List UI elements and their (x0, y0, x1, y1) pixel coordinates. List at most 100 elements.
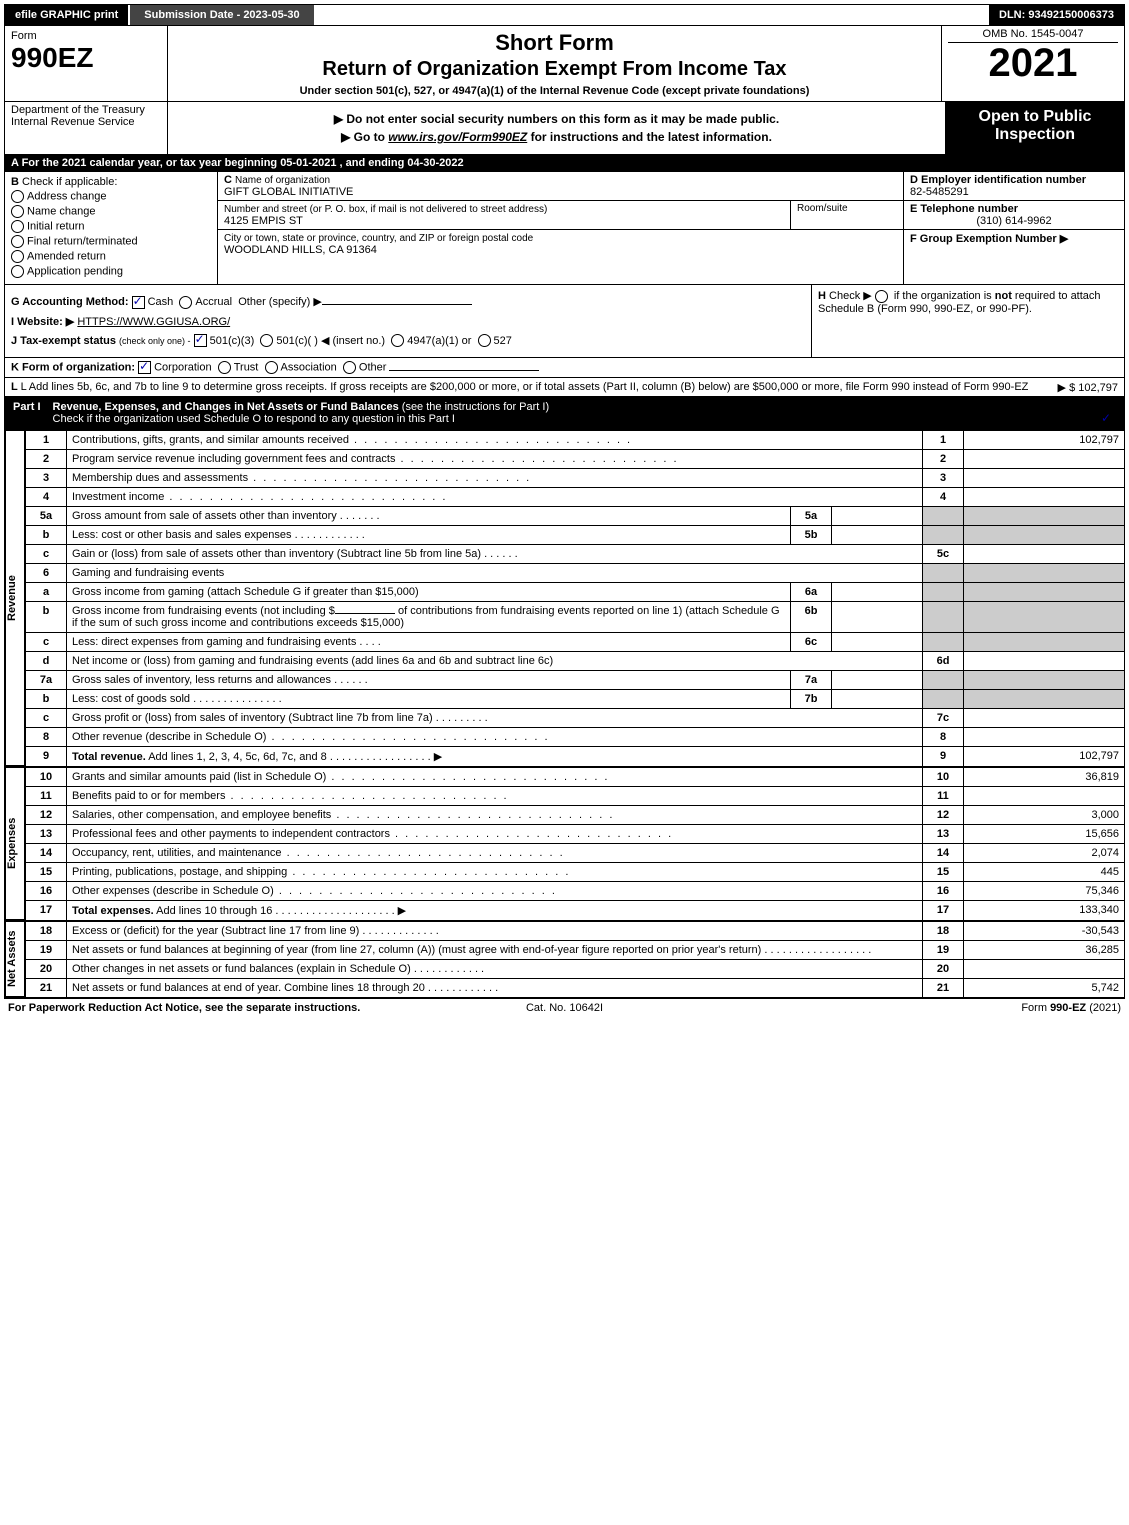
org-name: GIFT GLOBAL INITIATIVE (224, 186, 353, 198)
527-radio[interactable] (478, 334, 491, 347)
irs-label: Internal Revenue Service (11, 116, 161, 128)
l5b-desc: Less: cost or other basis and sales expe… (72, 529, 292, 541)
h-label: H (818, 290, 826, 302)
part1-schedule-o-checkbox[interactable] (1100, 413, 1113, 426)
opt-amended-return: Amended return (27, 250, 106, 262)
l10-num: 10 (26, 768, 67, 787)
revenue-vlabel: Revenue (5, 430, 25, 766)
l9-val: 102,797 (964, 747, 1125, 767)
l-text: L Add lines 5b, 6c, and 7b to line 9 to … (21, 381, 1029, 393)
return-title: Return of Organization Exempt From Incom… (174, 58, 935, 81)
l16-val: 75,346 (964, 882, 1125, 901)
form-number: 990EZ (11, 42, 161, 74)
l5b-num: b (26, 526, 67, 545)
g-other: Other (specify) ▶ (238, 296, 322, 308)
h-not: not (995, 290, 1012, 302)
l2-desc: Program service revenue including govern… (72, 453, 395, 465)
website-link[interactable]: HTTPS://WWW.GGIUSA.ORG/ (77, 316, 230, 328)
efile-label[interactable]: efile GRAPHIC print (5, 5, 128, 25)
l6-desc: Gaming and fundraising events (67, 564, 923, 583)
l6b-sn: 6b (791, 602, 832, 633)
city-value: WOODLAND HILLS, CA 91364 (224, 244, 377, 256)
l17-num: 17 (26, 901, 67, 921)
name-change-radio[interactable] (11, 205, 24, 218)
assoc-radio[interactable] (265, 361, 278, 374)
l19-ln: 19 (923, 941, 964, 960)
line-h: H Check ▶ if the organization is not req… (811, 285, 1124, 357)
l6c-desc: Less: direct expenses from gaming and fu… (72, 636, 356, 648)
l12-val: 3,000 (964, 806, 1125, 825)
l7b-sv (832, 690, 923, 709)
l9-desc2: Add lines 1, 2, 3, 4, 5c, 6d, 7c, and 8 (146, 751, 327, 763)
accrual-radio[interactable] (179, 296, 192, 309)
goto-post: for instructions and the latest informat… (527, 130, 772, 144)
l5a-sn: 5a (791, 507, 832, 526)
l7c-desc: Gross profit or (loss) from sales of inv… (72, 712, 433, 724)
other-radio[interactable] (343, 361, 356, 374)
amended-return-radio[interactable] (11, 250, 24, 263)
l3-val (964, 469, 1125, 488)
dept-center: ▶ Do not enter social security numbers o… (168, 102, 946, 154)
l15-num: 15 (26, 863, 67, 882)
l8-val (964, 728, 1125, 747)
l6d-num: d (26, 652, 67, 671)
501c-radio[interactable] (260, 334, 273, 347)
line-i: I Website: ▶ HTTPS://WWW.GGIUSA.ORG/ (11, 315, 805, 328)
l5a-desc: Gross amount from sale of assets other t… (72, 510, 337, 522)
e-label: E Telephone number (910, 203, 1018, 215)
l17-ln: 17 (923, 901, 964, 921)
l4-ln: 4 (923, 488, 964, 507)
h-text: Check ▶ (829, 290, 872, 302)
part1-note: (see the instructions for Part I) (402, 401, 549, 413)
l15-desc: Printing, publications, postage, and shi… (72, 866, 287, 878)
l6c-num: c (26, 633, 67, 652)
l3-ln: 3 (923, 469, 964, 488)
part1-header: Part I Revenue, Expenses, and Changes in… (4, 397, 1125, 430)
l7b-desc: Less: cost of goods sold (72, 693, 190, 705)
l2-ln: 2 (923, 450, 964, 469)
l5a-num: 5a (26, 507, 67, 526)
d-label: D Employer identification number (910, 174, 1086, 186)
l6a-num: a (26, 583, 67, 602)
title-row: Form 990EZ Short Form Return of Organiza… (4, 26, 1125, 102)
footer-right-pre: Form (1021, 1002, 1050, 1014)
l8-num: 8 (26, 728, 67, 747)
l7a-desc: Gross sales of inventory, less returns a… (72, 674, 331, 686)
l2-val (964, 450, 1125, 469)
l18-num: 18 (26, 922, 67, 941)
part1-title: Revenue, Expenses, and Changes in Net As… (53, 401, 399, 413)
l16-desc: Other expenses (describe in Schedule O) (72, 885, 274, 897)
part1-check: Check if the organization used Schedule … (53, 413, 455, 425)
l6c-sv (832, 633, 923, 652)
l20-val (964, 960, 1125, 979)
irs-link[interactable]: www.irs.gov/Form990EZ (388, 130, 527, 144)
l6d-ln: 6d (923, 652, 964, 671)
l12-num: 12 (26, 806, 67, 825)
trust-radio[interactable] (218, 361, 231, 374)
4947-radio[interactable] (391, 334, 404, 347)
l19-val: 36,285 (964, 941, 1125, 960)
h-radio[interactable] (875, 290, 888, 303)
application-pending-radio[interactable] (11, 265, 24, 278)
l5b-sv (832, 526, 923, 545)
dln: DLN: 93492150006373 (989, 5, 1124, 25)
address-change-radio[interactable] (11, 190, 24, 203)
footer-left: For Paperwork Reduction Act Notice, see … (8, 1002, 379, 1014)
footer-right: Form 990-EZ (2021) (750, 1002, 1121, 1014)
l14-desc: Occupancy, rent, utilities, and maintena… (72, 847, 282, 859)
line-k: K Form of organization: Corporation Trus… (4, 358, 1125, 378)
dept-row: Department of the Treasury Internal Reve… (4, 102, 1125, 155)
final-return-radio[interactable] (11, 235, 24, 248)
initial-return-radio[interactable] (11, 220, 24, 233)
l1-num: 1 (26, 431, 67, 450)
l11-desc: Benefits paid to or for members (72, 790, 225, 802)
l6b-num: b (26, 602, 67, 633)
cash-checkbox[interactable] (132, 296, 145, 309)
l20-num: 20 (26, 960, 67, 979)
j-label: J Tax-exempt status (11, 335, 116, 347)
expenses-vlabel: Expenses (5, 767, 25, 920)
corp-checkbox[interactable] (138, 361, 151, 374)
501c3-checkbox[interactable] (194, 334, 207, 347)
l4-num: 4 (26, 488, 67, 507)
section-def: D Employer identification number 82-5485… (904, 172, 1124, 284)
